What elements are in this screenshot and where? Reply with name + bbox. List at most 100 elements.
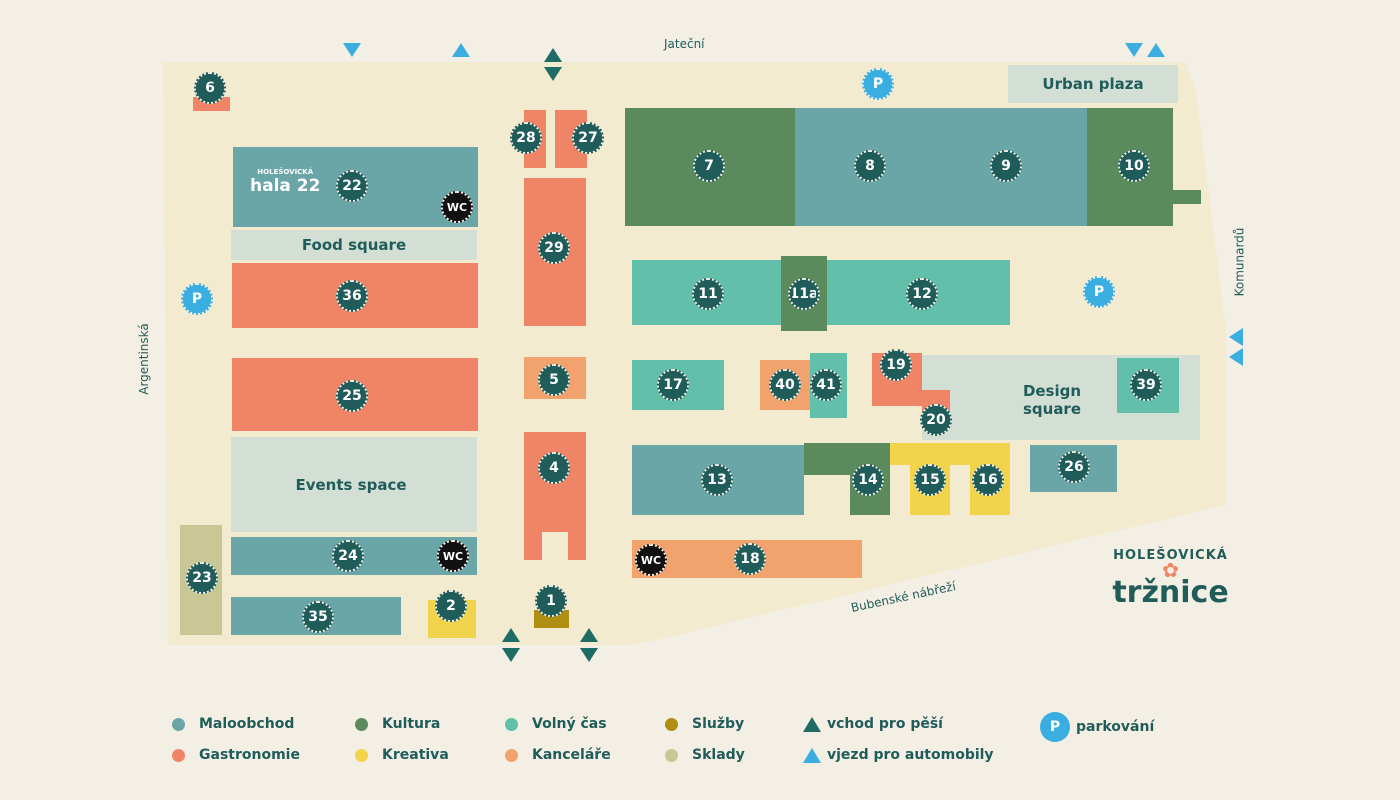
- unit-27-badge[interactable]: 27: [572, 122, 604, 154]
- unit-4-badge[interactable]: 4: [538, 452, 570, 484]
- legend-volny_cas: Volný čas: [505, 716, 607, 732]
- wc-icon: WC: [437, 540, 469, 572]
- legend-label: Kanceláře: [532, 747, 611, 763]
- unit-26-badge[interactable]: 26: [1058, 451, 1090, 483]
- unit-1-badge[interactable]: 1: [535, 585, 567, 617]
- pedestrian-entrance-arrow-icon: [544, 67, 562, 81]
- unit-15-badge[interactable]: 15: [914, 464, 946, 496]
- events-space-area[interactable]: [231, 437, 477, 532]
- legend-car: vjezd pro automobily: [803, 747, 994, 763]
- unit-4-building[interactable]: [568, 532, 586, 560]
- brand-top: HOLEŠOVICKÁ: [1113, 548, 1228, 563]
- pedestrian-entrance-arrow-icon: [580, 648, 598, 662]
- unit-11a-badge[interactable]: 11a: [788, 278, 820, 310]
- unit-2-badge[interactable]: 2: [435, 590, 467, 622]
- unit-12-badge[interactable]: 12: [906, 278, 938, 310]
- unit-28-badge[interactable]: 28: [510, 122, 542, 154]
- unit-4-building[interactable]: [524, 532, 542, 560]
- pedestrian-entrance-arrow-icon: [580, 628, 598, 642]
- legend-swatch: [665, 717, 678, 731]
- car-entrance-arrow-icon: [452, 43, 470, 57]
- unit-10-building[interactable]: [1173, 190, 1201, 204]
- food-square-label: Food square: [301, 236, 407, 254]
- unit-5-badge[interactable]: 5: [538, 364, 570, 396]
- unit-19-badge[interactable]: 19: [880, 349, 912, 381]
- unit-8-badge[interactable]: 8: [854, 150, 886, 182]
- hala-logo-top: HOLEŠOVICKÁ: [257, 168, 314, 176]
- unit-10-badge[interactable]: 10: [1118, 150, 1150, 182]
- unit-23-badge[interactable]: 23: [186, 562, 218, 594]
- wc-icon: WC: [441, 191, 473, 223]
- parking-icon: P: [1040, 712, 1070, 742]
- car-entrance-arrow-icon: [1229, 348, 1243, 366]
- legend-swatch: [505, 748, 518, 762]
- pedestrian-entrance-arrow-icon: [502, 628, 520, 642]
- unit-13-badge[interactable]: 13: [701, 464, 733, 496]
- unit-7-badge[interactable]: 7: [693, 150, 725, 182]
- brand-bottom: tržnice: [1112, 575, 1229, 610]
- legend-label: Kultura: [382, 716, 441, 732]
- unit-11-badge[interactable]: 11: [692, 278, 724, 310]
- legend-label: Maloobchod: [199, 716, 295, 732]
- legend-swatch: [355, 717, 368, 731]
- pedestrian-entrance-arrow-icon: [544, 48, 562, 62]
- parking-icon: P: [862, 68, 894, 100]
- unit-22-badge[interactable]: 22: [336, 170, 368, 202]
- design-square-label: Design square: [1000, 382, 1104, 418]
- pedestrian-arrow-icon: [803, 716, 821, 732]
- street-argentinska: Argentinská: [136, 323, 151, 395]
- car-entrance-arrow-icon: [1125, 43, 1143, 57]
- unit-41-badge[interactable]: 41: [810, 369, 842, 401]
- legend-kreativa: Kreativa: [355, 747, 449, 763]
- legend-swatch: [505, 717, 518, 731]
- wc-icon: WC: [635, 544, 667, 576]
- legend-gastronomie: Gastronomie: [172, 747, 300, 763]
- legend-kultura: Kultura: [355, 716, 440, 732]
- unit-29-badge[interactable]: 29: [538, 232, 570, 264]
- street-komunardu: Komunardů: [1232, 227, 1247, 297]
- pedestrian-entrance-arrow-icon: [502, 648, 520, 662]
- unit-16-building[interactable]: [950, 443, 1010, 465]
- unit-24-badge[interactable]: 24: [332, 540, 364, 572]
- unit-17-badge[interactable]: 17: [657, 369, 689, 401]
- unit-15-building[interactable]: [890, 443, 950, 465]
- unit-20-badge[interactable]: 20: [920, 404, 952, 436]
- urban-plaza-area[interactable]: [1008, 65, 1178, 103]
- car-entrance-arrow-icon: [1147, 43, 1165, 57]
- events-space-label: Events space: [295, 476, 407, 494]
- car-arrow-icon: [803, 747, 821, 763]
- design-square-label-line2: square: [1022, 400, 1082, 418]
- parking-icon: P: [1083, 276, 1115, 308]
- unit-9-badge[interactable]: 9: [990, 150, 1022, 182]
- brand-emblem-icon: ✿: [1162, 558, 1179, 582]
- hala-22-logo: HOLEŠOVICKÁ hala 22: [250, 168, 320, 196]
- legend-label: vjezd pro automobily: [827, 747, 994, 763]
- unit-18-badge[interactable]: 18: [734, 543, 766, 575]
- hala-logo-bottom: hala 22: [250, 176, 321, 196]
- car-entrance-arrow-icon: [1229, 328, 1243, 346]
- food-square-area[interactable]: [231, 230, 477, 260]
- legend-label: vchod pro pěší: [827, 716, 943, 732]
- legend-label: Sklady: [692, 747, 745, 763]
- design-square-label-line1: Design: [1022, 382, 1082, 400]
- car-entrance-arrow-icon: [343, 43, 361, 57]
- legend-label: Služby: [692, 716, 745, 732]
- legend-swatch: [665, 748, 678, 762]
- unit-39-badge[interactable]: 39: [1130, 369, 1162, 401]
- unit-35-badge[interactable]: 35: [302, 601, 334, 633]
- legend-sluzby: Služby: [665, 716, 744, 732]
- legend-swatch: [172, 748, 185, 762]
- unit-16-badge[interactable]: 16: [972, 464, 1004, 496]
- unit-36-badge[interactable]: 36: [336, 280, 368, 312]
- unit-6-badge[interactable]: 6: [194, 72, 226, 104]
- legend-pedestrian: vchod pro pěší: [803, 716, 943, 732]
- street-jatecni: Jateční: [664, 37, 705, 51]
- unit-25-badge[interactable]: 25: [336, 380, 368, 412]
- legend-label: Gastronomie: [199, 747, 300, 763]
- unit-14-badge[interactable]: 14: [852, 464, 884, 496]
- holesovicka-trznice-logo: HOLEŠOVICKÁ ✿ tržnice: [1108, 548, 1233, 609]
- legend-label: parkování: [1076, 719, 1155, 735]
- unit-40-badge[interactable]: 40: [769, 369, 801, 401]
- legend-swatch: [355, 748, 368, 762]
